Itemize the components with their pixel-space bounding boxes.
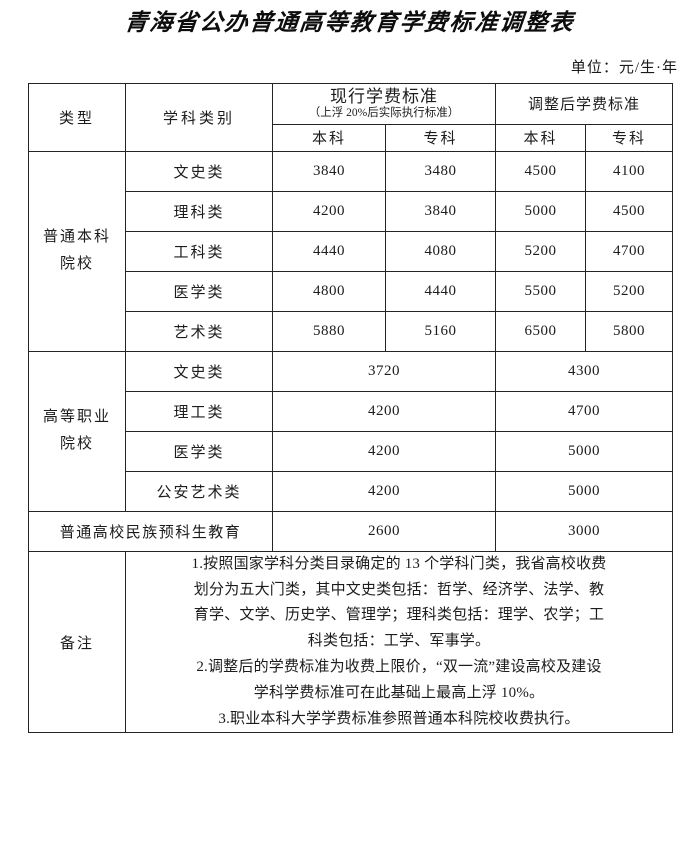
value-cell: 4700 — [494, 390, 674, 432]
note-line: 划分为五大门类，其中文史类包括：哲学、经济学、法学、教 — [193, 581, 605, 598]
table-row: 理工类 4200 4700 — [29, 390, 674, 432]
value-cell: 5200 — [495, 230, 586, 272]
value-cell: 4500 — [584, 190, 674, 232]
value-cell: 3840 — [272, 150, 386, 192]
value-cell: 4200 — [272, 470, 496, 512]
value-cell: 5880 — [272, 310, 386, 352]
notes-label: 备注 — [28, 550, 126, 734]
header-current-standard-sub: （上浮 20%后实际执行标准） — [308, 107, 460, 120]
note-line: 育学、文学、历史学、管理学；理科类包括：理学、农学；工 — [193, 607, 605, 624]
discipline-cell: 文史类 — [125, 350, 273, 392]
note-line: 科类包括：工学、军事学。 — [307, 633, 491, 650]
discipline-cell: 艺术类 — [125, 310, 273, 352]
value-cell: 3840 — [385, 190, 496, 232]
value-cell: 4200 — [272, 390, 496, 432]
table-row: 艺术类 5880 5160 6500 5800 — [29, 310, 674, 352]
header-type: 类型 — [28, 82, 126, 152]
value-cell: 2600 — [272, 510, 496, 552]
table-body: 普通本科 院校 文史类 3840 3480 4500 4100 理科类 4200… — [28, 150, 674, 734]
value-cell: 4440 — [272, 230, 386, 272]
value-cell: 5500 — [495, 270, 586, 312]
notes-body: 1.按照国家学科分类目录确定的 13 个学科门类，我省高校收费 划分为五大门类，… — [124, 550, 674, 734]
header-current-standard-main: 现行学费标准 — [330, 87, 438, 107]
group-label-undergraduate-institutions: 普通本科 院校 — [28, 150, 126, 352]
group-label-vocational-institutions: 高等职业 院校 — [28, 350, 126, 512]
value-cell: 4200 — [272, 430, 496, 472]
discipline-cell: 工科类 — [125, 230, 273, 272]
discipline-cell: 医学类 — [125, 430, 273, 472]
value-cell: 4100 — [584, 150, 674, 192]
group-label-line2: 院校 — [59, 256, 94, 273]
value-cell: 4440 — [385, 270, 496, 312]
table-row: 工科类 4440 4080 5200 4700 — [29, 230, 674, 272]
value-cell: 4200 — [272, 190, 386, 232]
tuition-fee-table: 类型 学科类别 现行学费标准 （上浮 20%后实际执行标准） 调整后学费标准 本… — [28, 82, 674, 734]
table-header: 类型 学科类别 现行学费标准 （上浮 20%后实际执行标准） 调整后学费标准 本… — [28, 82, 674, 152]
discipline-cell: 理工类 — [125, 390, 273, 432]
value-cell: 5000 — [494, 470, 674, 512]
discipline-cell: 理科类 — [125, 190, 273, 232]
header-adjusted-standard: 调整后学费标准 — [494, 82, 674, 125]
table-row: 医学类 4800 4440 5500 5200 — [29, 270, 674, 312]
note-line: 学科学费标准可在此基础上最高上浮 10%。 — [253, 684, 545, 701]
note-line: 3.职业本科大学学费标准参照普通本科院校收费执行。 — [218, 710, 580, 727]
table-row: 理科类 4200 3840 5000 4500 — [29, 190, 674, 232]
header-row-secondary: 本科 专科 本科 专科 — [29, 123, 674, 152]
header-discipline: 学科类别 — [125, 82, 273, 152]
value-cell: 3000 — [494, 510, 674, 552]
value-cell: 5800 — [584, 310, 674, 352]
table-row: 医学类 4200 5000 — [29, 430, 674, 472]
group-label-line1: 普通本科 — [42, 228, 111, 245]
value-cell: 4700 — [584, 230, 674, 272]
value-cell: 4300 — [494, 350, 674, 392]
value-cell: 5160 — [385, 310, 496, 352]
value-cell: 4080 — [385, 230, 496, 272]
value-cell: 5000 — [495, 190, 586, 232]
value-cell: 3720 — [272, 350, 496, 392]
header-current-undergraduate: 本科 — [272, 123, 386, 152]
prep-education-label: 普通高校民族预科生教育 — [28, 510, 273, 552]
value-cell: 5000 — [494, 430, 674, 472]
fee-table-container: 类型 学科类别 现行学费标准 （上浮 20%后实际执行标准） 调整后学费标准 本… — [0, 82, 700, 734]
table-row: 普通高校民族预科生教育 2600 3000 — [28, 510, 674, 552]
header-current-standard: 现行学费标准 （上浮 20%后实际执行标准） — [272, 82, 496, 125]
value-cell: 4800 — [272, 270, 386, 312]
header-row-primary: 类型 学科类别 现行学费标准 （上浮 20%后实际执行标准） 调整后学费标准 — [28, 82, 674, 152]
discipline-cell: 文史类 — [125, 150, 273, 192]
value-cell: 5200 — [584, 270, 674, 312]
table-row: 普通本科 院校 文史类 3840 3480 4500 4100 — [28, 150, 674, 352]
note-line: 2.调整后的学费标准为收费上限价，“双一流”建设高校及建设 — [196, 658, 602, 675]
note-line: 1.按照国家学科分类目录确定的 13 个学科门类，我省高校收费 — [191, 555, 607, 572]
group-label-line2: 院校 — [59, 436, 94, 453]
notes-row: 备注 1.按照国家学科分类目录确定的 13 个学科门类，我省高校收费 划分为五大… — [28, 550, 674, 734]
table-row: 公安艺术类 4200 5000 — [29, 470, 674, 512]
value-cell: 3480 — [385, 150, 496, 192]
value-cell: 4500 — [495, 150, 586, 192]
header-current-junior-college: 专科 — [385, 123, 496, 152]
header-adjusted-undergraduate: 本科 — [495, 123, 586, 152]
discipline-cell: 医学类 — [125, 270, 273, 312]
value-cell: 6500 — [495, 310, 586, 352]
header-adjusted-junior-college: 专科 — [584, 123, 674, 152]
group-label-line1: 高等职业 — [42, 408, 111, 425]
table-row: 高等职业 院校 文史类 3720 4300 — [28, 350, 674, 512]
page-title: 青海省公办普通高等教育学费标准调整表 — [123, 9, 577, 36]
unit-note: 单位：元/生·年 — [570, 59, 678, 76]
discipline-cell: 公安艺术类 — [125, 470, 273, 512]
